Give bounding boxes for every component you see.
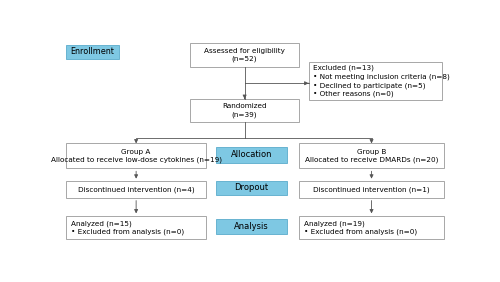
Text: Analysis: Analysis — [234, 222, 269, 231]
Text: Group A
Allocated to receive low-dose cytokines (n=19): Group A Allocated to receive low-dose cy… — [50, 149, 221, 163]
FancyBboxPatch shape — [216, 219, 287, 233]
FancyBboxPatch shape — [66, 45, 118, 59]
FancyBboxPatch shape — [216, 147, 287, 163]
Text: Analyzed (n=15)
• Excluded from analysis (n=0): Analyzed (n=15) • Excluded from analysis… — [71, 220, 184, 235]
FancyBboxPatch shape — [66, 144, 206, 168]
Text: Discontinued intervention (n=4): Discontinued intervention (n=4) — [78, 186, 194, 193]
Text: Discontinued intervention (n=1): Discontinued intervention (n=1) — [313, 186, 430, 193]
FancyBboxPatch shape — [308, 62, 442, 100]
Text: Excluded (n=13)
• Not meeting inclusion criteria (n=8)
• Declined to participate: Excluded (n=13) • Not meeting inclusion … — [313, 65, 450, 98]
Text: Allocation: Allocation — [230, 150, 272, 159]
FancyBboxPatch shape — [216, 181, 287, 195]
Text: Group B
Allocated to receive DMARDs (n=20): Group B Allocated to receive DMARDs (n=2… — [305, 149, 438, 163]
FancyBboxPatch shape — [66, 216, 206, 239]
FancyBboxPatch shape — [299, 144, 444, 168]
Text: Enrollment: Enrollment — [70, 47, 115, 56]
FancyBboxPatch shape — [299, 182, 444, 198]
FancyBboxPatch shape — [299, 216, 444, 239]
Text: Assessed for eligibility
(n=52): Assessed for eligibility (n=52) — [204, 48, 285, 62]
Text: Analyzed (n=19)
• Excluded from analysis (n=0): Analyzed (n=19) • Excluded from analysis… — [304, 220, 416, 235]
FancyBboxPatch shape — [66, 182, 206, 198]
FancyBboxPatch shape — [190, 43, 299, 67]
FancyBboxPatch shape — [190, 99, 299, 122]
Text: Randomized
(n=39): Randomized (n=39) — [222, 103, 267, 118]
Text: Dropout: Dropout — [234, 183, 268, 192]
